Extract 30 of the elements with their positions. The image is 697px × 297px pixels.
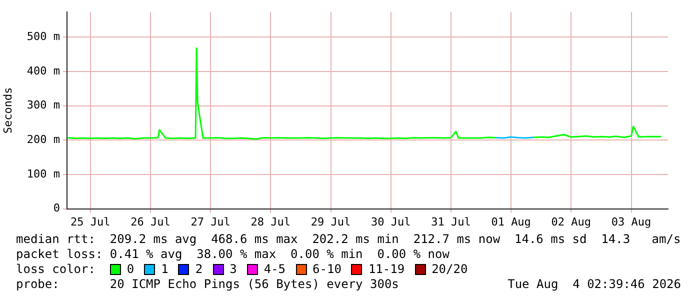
x-tick-label: 31 Jul (431, 215, 471, 228)
y-tick-label: 0 (53, 202, 60, 215)
legend-label: 0 (126, 262, 134, 277)
x-tick-label: 30 Jul (370, 215, 411, 228)
x-tick-label: 03 Aug (611, 215, 652, 228)
x-tick-label: 27 Jul (190, 215, 230, 228)
legend-label: 4-5 (264, 262, 286, 277)
x-tick-label: 26 Jul (130, 215, 170, 228)
x-tick-label: 28 Jul (250, 215, 291, 228)
legend-label: 6-10 (312, 262, 342, 277)
legend-label: 11-19 (368, 262, 405, 277)
x-tick-label: 29 Jul (310, 215, 351, 228)
text: Tue Aug 4 02:39:46 2026 (508, 277, 681, 292)
x-tick-label: 01 Aug (491, 215, 531, 228)
text: median rtt: 209.2 ms avg 468.6 ms max 202.2 ms min 212.7 ms now 14.6 ms sd 14.3 am/s (16, 232, 682, 247)
y-tick-label: 400 m (26, 64, 60, 78)
y-tick-label: 300 m (26, 98, 60, 112)
legend-label: 3 (230, 262, 237, 277)
x-tick-label: 25 Jul (70, 215, 110, 228)
legend-label: 20/20 (432, 262, 468, 277)
legend-label: 2 (195, 262, 203, 277)
x-tick-label: 02 Aug (551, 215, 592, 228)
y-axis-title: Seconds (1, 87, 14, 134)
legend-label: 1 (161, 262, 168, 277)
y-tick-label: 500 m (26, 30, 60, 43)
legend-title: loss color: (16, 262, 96, 277)
text: probe: 20 ICMP Echo Pings (56 Bytes) every 300s (16, 277, 399, 292)
y-tick-label: 100 m (26, 167, 60, 180)
text: packet loss: 0.41 % avg 38.00 % max 0.00 % min 0.00 % now (16, 247, 450, 262)
y-tick-label: 200 m (26, 132, 60, 146)
